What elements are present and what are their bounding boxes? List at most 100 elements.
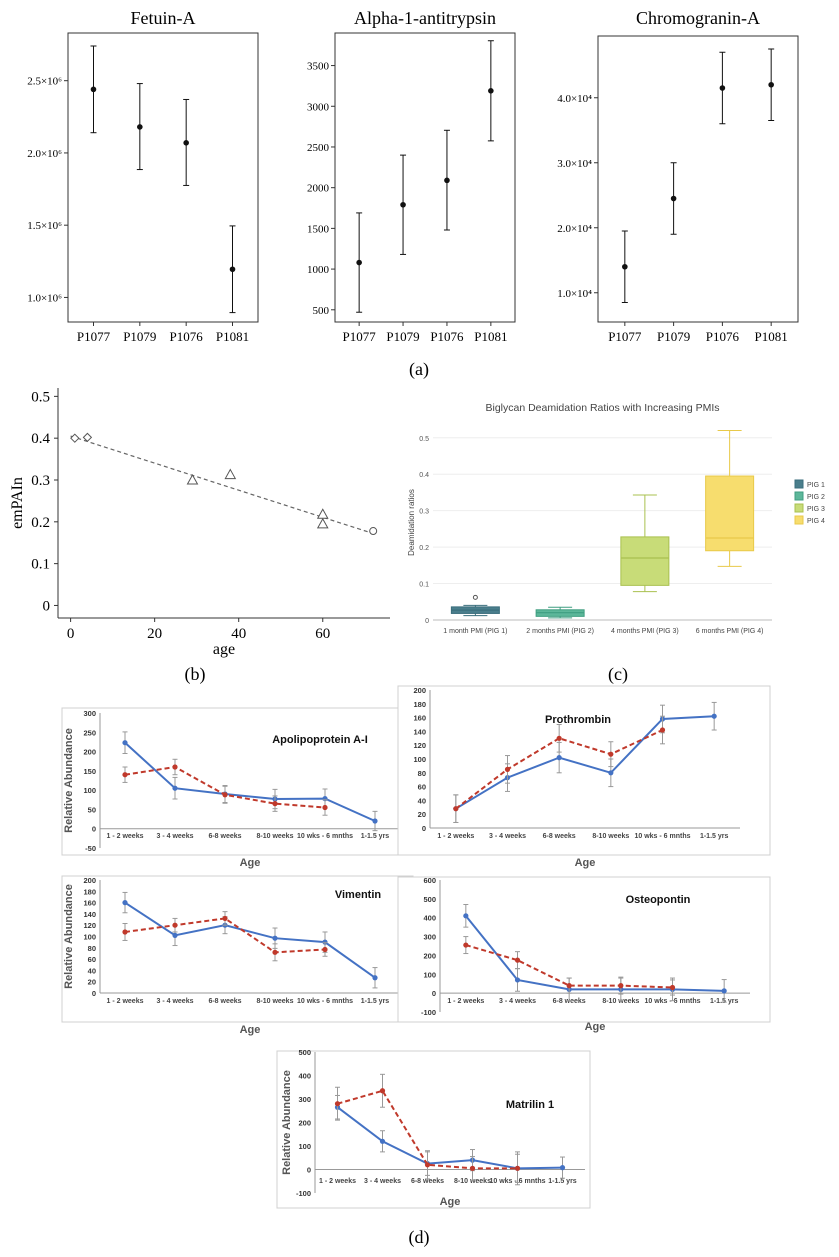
chart-matrilin: -100 0 100 200 300 400 500 1 - 2 weeks 3 - 4 wee…	[276, 1048, 591, 1209]
y-tick-label: 20	[88, 978, 96, 987]
x-tick-label: P1076	[170, 329, 204, 344]
data-point	[659, 727, 666, 733]
chart-title: Matrilin 1	[506, 1099, 554, 1111]
data-point	[618, 983, 624, 989]
x-tick-label: 2 months PMI (PIG 2)	[526, 628, 594, 635]
x-tick-label: 10 wks - 6 mnths	[644, 998, 700, 1005]
data-point-triangle	[316, 508, 329, 519]
y-axis-label: emPAIn	[9, 477, 26, 529]
chart-frame	[397, 876, 771, 1023]
x-tick-label: 1 - 2 weeks	[107, 833, 144, 840]
y-axis-label: Deamidation ratios	[407, 489, 416, 556]
y-tick-label: 0.1	[31, 557, 50, 573]
y-tick-label: 100	[423, 970, 436, 979]
data-point	[222, 792, 228, 798]
data-point	[356, 259, 362, 266]
data-point	[719, 85, 726, 91]
y-tick-label: 50	[88, 805, 96, 814]
y-tick-label: 100	[83, 786, 96, 795]
y-tick-label: 100	[413, 755, 426, 764]
x-tick-label: 1 month PMI (PIG 1)	[443, 628, 507, 635]
y-tick-label: 0.3	[31, 473, 50, 489]
data-point	[488, 88, 494, 94]
legend-swatch	[794, 515, 804, 525]
chart-fetuin: Fetuin-A 1.0×10⁶ 1.5×10⁶ 2.0×10⁶ 2.5×10⁶ P107…	[27, 8, 259, 344]
y-tick-label: 0.4	[31, 431, 50, 447]
data-point	[229, 266, 236, 273]
x-tick-label: 1 - 2 weeks	[107, 998, 144, 1005]
chart-title: Prothrombin	[545, 714, 611, 726]
x-tick-label: P1081	[474, 329, 507, 344]
y-tick-label: 80	[88, 944, 96, 953]
data-point	[400, 201, 406, 208]
data-point	[272, 935, 278, 941]
series-line-solid	[336, 1106, 563, 1170]
y-axis-label: Relative Abundance	[63, 728, 75, 833]
chart-osteopontin: -100 0 100 200 300 400 500 600 1 - 2 weeks 3 - 4 …	[397, 876, 771, 1033]
chart-title: Chromogranin-A	[636, 8, 760, 28]
y-tick-label: 500	[423, 895, 436, 904]
y-tick-label: 180	[413, 700, 426, 709]
y-tick-label: 2.0×10⁴	[557, 223, 592, 235]
data-point	[322, 804, 328, 811]
x-tick-label: 6-8 weeks	[208, 833, 241, 840]
x-tick-label: 3 - 4 weeks	[157, 998, 194, 1005]
y-axis-label: Relative Abundance	[63, 884, 75, 989]
chart-title: Vimentin	[335, 889, 382, 901]
data-point-diamond	[82, 432, 93, 443]
panel-label-a: (a)	[409, 359, 429, 380]
legend-label: PIG 1	[807, 482, 825, 489]
x-tick-label: 10 wks - 6 mnths	[297, 833, 353, 840]
series-line-dashed	[465, 944, 673, 989]
data-point	[272, 801, 278, 807]
x-tick-label: P1076	[430, 329, 464, 344]
y-tick-label: 300	[423, 933, 436, 942]
x-tick-label: P1081	[755, 329, 788, 344]
y-tick-label: 120	[413, 741, 426, 750]
x-tick-label: P1079	[123, 329, 156, 344]
data-point	[453, 806, 459, 812]
data-point	[514, 977, 521, 983]
chart-empai: 0 0.1 0.2 0.3 0.4 0.5 0 20 40 60 age emPAIn	[9, 388, 390, 658]
y-tick-label: 2500	[307, 142, 330, 154]
x-tick-label: 60	[315, 626, 330, 642]
data-point	[556, 735, 562, 741]
y-tick-label: 2000	[307, 183, 330, 195]
x-axis-label: Age	[240, 1024, 261, 1036]
y-tick-label: 200	[423, 951, 436, 960]
y-tick-label: 0.2	[419, 545, 429, 552]
x-axis-label: Age	[440, 1196, 461, 1208]
y-tick-label: 0.2	[31, 515, 50, 531]
y-tick-label: 150	[83, 767, 96, 776]
y-tick-label: 40	[88, 966, 96, 975]
chart-title: Biglycan Deamidation Ratios with Increas…	[485, 402, 719, 414]
data-point	[122, 900, 128, 906]
data-point-diamond	[70, 433, 80, 443]
data-point	[504, 766, 511, 772]
x-tick-label: 1-1.5 yrs	[700, 833, 729, 840]
x-axis-label: Age	[240, 857, 261, 869]
series-line-solid	[124, 741, 376, 822]
y-tick-label: 80	[418, 769, 426, 778]
x-tick-label: 1 - 2 weeks	[447, 998, 484, 1005]
data-point	[469, 1165, 476, 1171]
y-tick-label: 0.1	[419, 582, 429, 589]
x-tick-label: 8-10 weeks	[602, 998, 639, 1005]
data-point	[172, 764, 178, 770]
chart-title: Alpha-1-antitrypsin	[354, 8, 496, 28]
data-point	[768, 81, 774, 88]
y-tick-label: 120	[83, 921, 96, 930]
y-tick-label: 0.5	[31, 389, 50, 405]
chart-prothrombin: 0 20 40 60 80 100 120 140 160 180 200 1 - 2 weeks 3 …	[397, 685, 771, 869]
x-tick-label: 3 - 4 weeks	[489, 833, 526, 840]
y-tick-label: 40	[418, 796, 426, 805]
chart-frame	[397, 685, 771, 856]
y-tick-label: 0	[92, 825, 96, 834]
y-tick-label: 250	[83, 728, 96, 737]
x-tick-label: 10 wks - 6 mnths	[297, 998, 353, 1005]
data-point	[559, 1165, 566, 1171]
y-tick-label: 500	[298, 1048, 311, 1057]
y-tick-label: 1.5×10⁶	[27, 220, 62, 232]
y-tick-label: 20	[418, 810, 426, 819]
